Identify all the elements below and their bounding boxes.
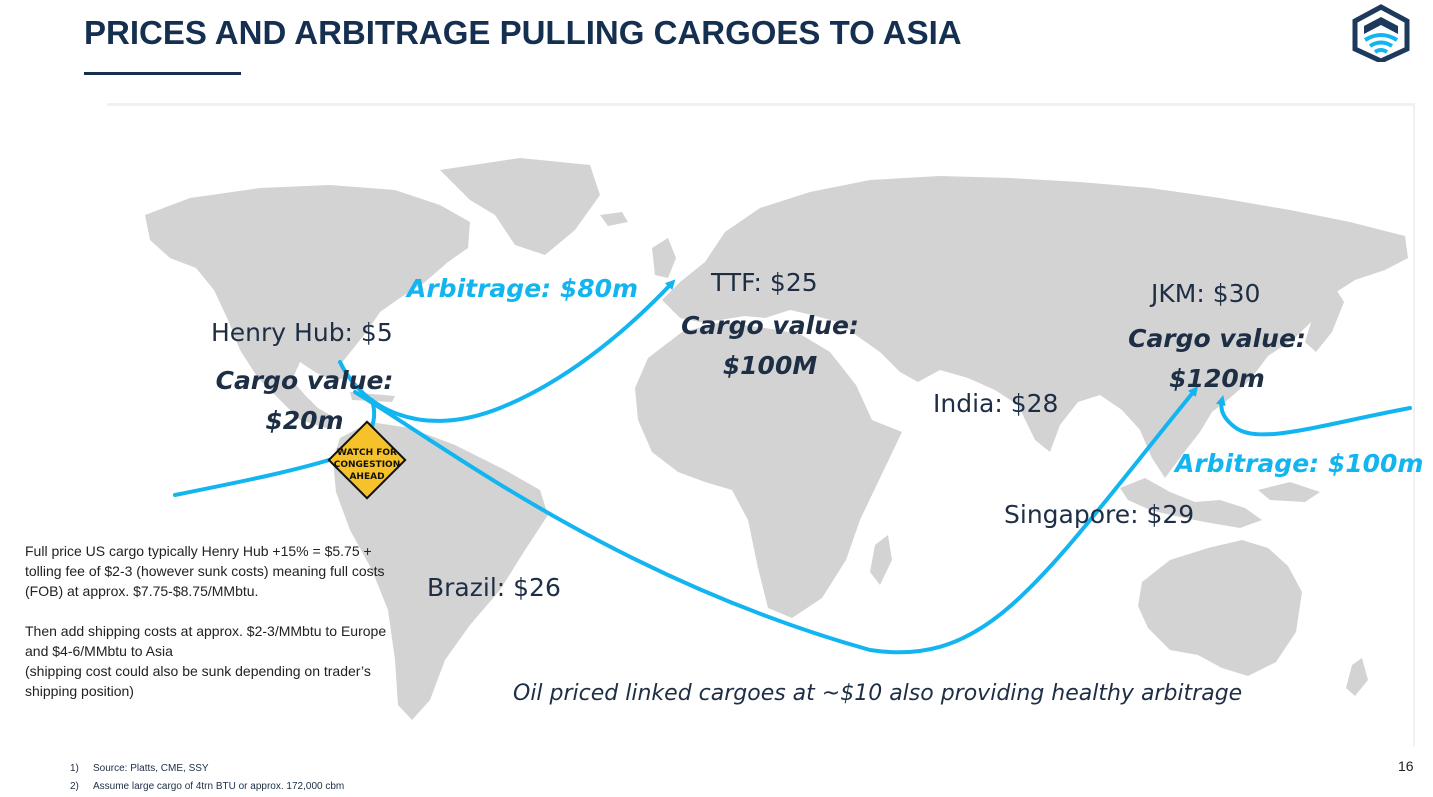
ttf-cargo-label: Cargo value:: [681, 311, 859, 340]
henry-hub-cargo-value: Cargo value: $20m: [212, 361, 397, 441]
indonesia-shape: [1120, 478, 1262, 528]
ttf-cargo-amount: $100M: [722, 351, 818, 380]
india-price: India: $28: [933, 389, 1059, 418]
footnote-2-text: Assume large cargo of 4trn BTU or approx…: [93, 781, 345, 792]
brazil-price: Brazil: $26: [427, 573, 561, 602]
south-america-shape: [333, 422, 548, 720]
sign-line-1: WATCH FOR: [337, 448, 397, 458]
henry-hub-cargo-label: Cargo value:: [215, 366, 394, 395]
greenland-shape: [440, 158, 600, 255]
sign-line-3: AHEAD: [349, 472, 384, 482]
arbitrage-europe-label: Arbitrage: $80m: [407, 274, 639, 303]
japan-shape: [1305, 286, 1344, 352]
congestion-sign-icon: WATCH FOR CONGESTION AHEAD: [327, 420, 407, 500]
footnote-2-number: 2): [70, 781, 79, 792]
jkm-cargo-label: Cargo value:: [1128, 324, 1306, 353]
jkm-price: JKM: $30: [1151, 279, 1261, 308]
cost-note-paragraph-2: Then add shipping costs at approx. $2-3/…: [25, 621, 395, 701]
australia-shape: [1138, 540, 1302, 676]
title-underline: [84, 72, 241, 75]
jkm-cargo-amount: $120m: [1169, 364, 1265, 393]
cost-note-shipping: Then add shipping costs at approx. $2-3/…: [25, 623, 387, 659]
route-pacific-to-asia: [1215, 395, 1412, 437]
page-number: 16: [1398, 758, 1414, 774]
singapore-price: Singapore: $29: [1004, 500, 1195, 529]
footnotes: 1) Source: Platts, CME, SSY 2) Assume larg…: [70, 760, 344, 796]
cost-note-paragraph-1: Full price US cargo typically Henry Hub …: [25, 543, 385, 599]
arbitrage-asia-label: Arbitrage: $100m: [1175, 449, 1424, 478]
footnote-2: 2) Assume large cargo of 4trn BTU or appr…: [70, 778, 344, 796]
footnote-1-number: 1): [70, 763, 79, 774]
ttf-price: TTF: $25: [711, 268, 818, 297]
africa-shape: [635, 322, 902, 618]
sign-line-2: CONGESTION: [334, 460, 400, 470]
jkm-cargo-value: Cargo value: $120m: [1122, 319, 1312, 399]
henry-hub-price: Henry Hub: $5: [211, 318, 393, 347]
cost-note: Full price US cargo typically Henry Hub …: [25, 541, 395, 701]
footnote-1-text: Source: Platts, CME, SSY: [93, 763, 209, 774]
company-logo: [1352, 4, 1410, 62]
oil-linked-note: Oil priced linked cargoes at ~$10 also p…: [513, 681, 1243, 706]
ttf-cargo-value: Cargo value: $100M: [675, 306, 865, 386]
henry-hub-cargo-amount: $20m: [265, 406, 344, 435]
cost-note-sunk: (shipping cost could also be sunk depend…: [25, 663, 371, 699]
route-us-to-asia-via-cape: [353, 386, 1199, 655]
page-title: PRICES AND ARBITRAGE PULLING CARGOES TO …: [84, 14, 962, 51]
north-america-shape: [145, 185, 470, 428]
footnote-1: 1) Source: Platts, CME, SSY: [70, 760, 344, 778]
